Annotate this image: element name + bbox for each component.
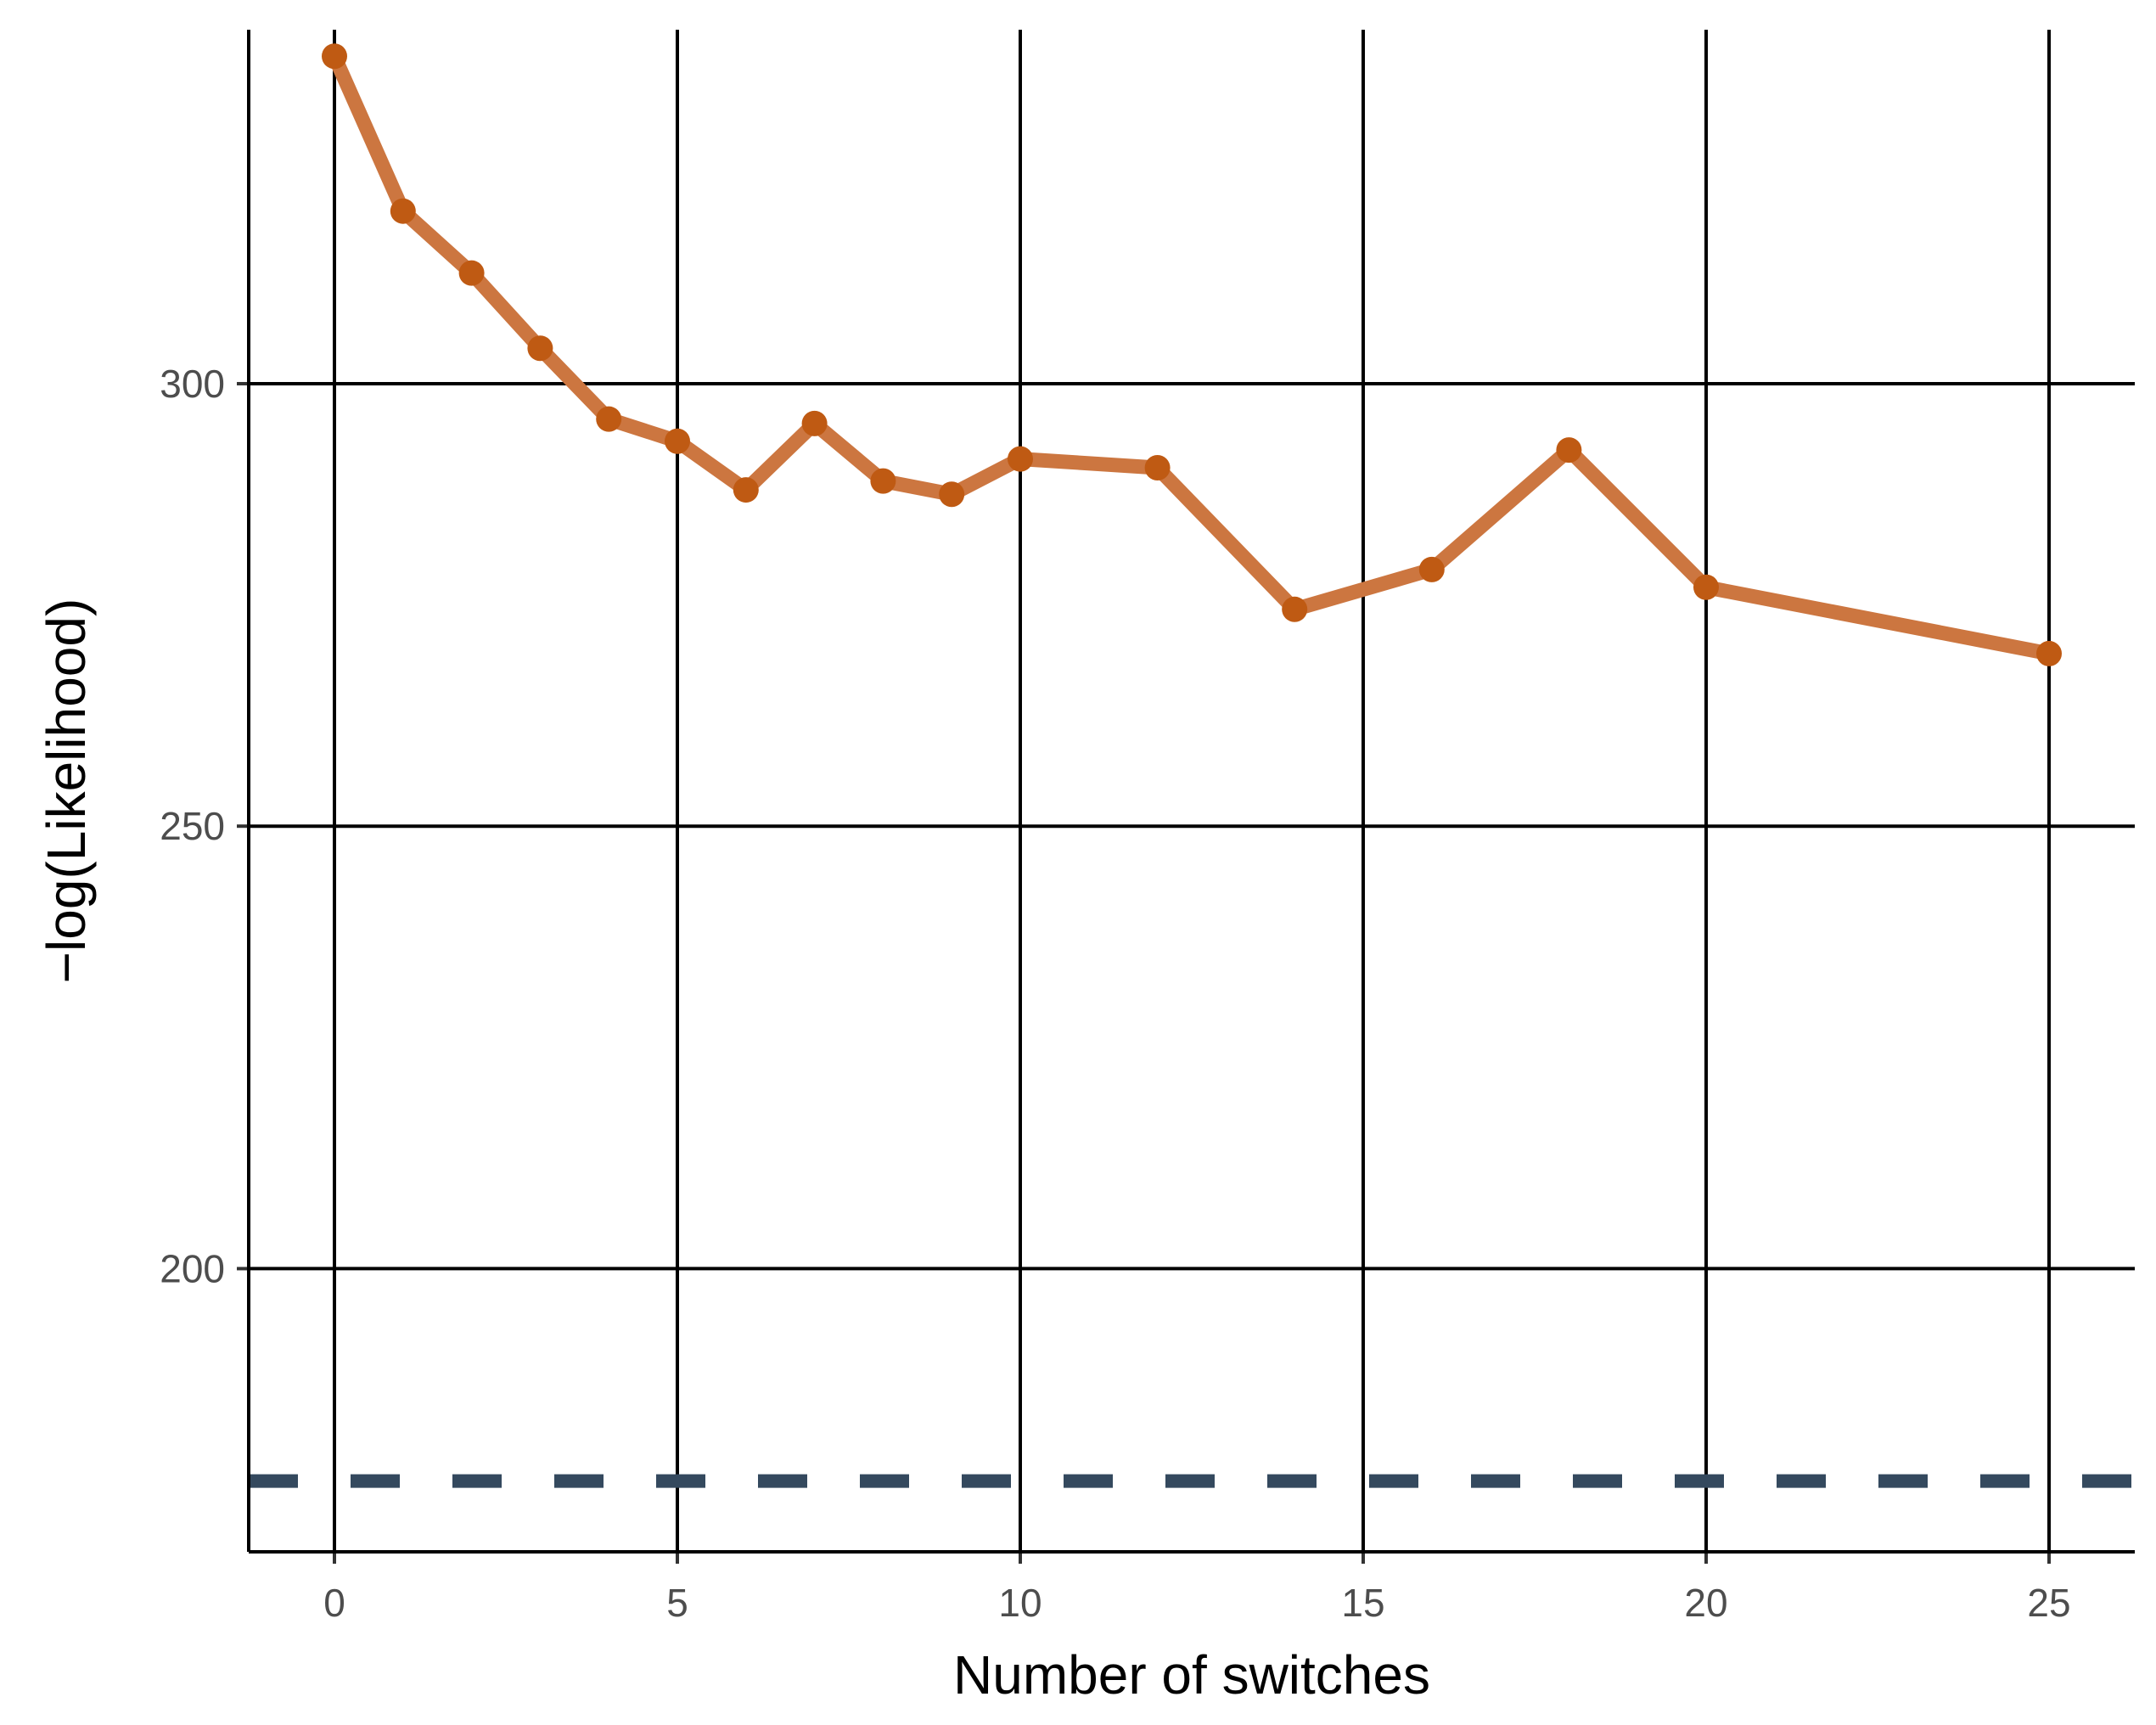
y-tick-label: 300: [160, 362, 225, 406]
y-axis-title: −log(Likelihood): [36, 598, 97, 984]
data-point: [1418, 556, 1445, 582]
data-point: [1556, 437, 1582, 464]
tick-labels: 0 5 10 15 20 25 200 250 300: [160, 362, 2070, 1625]
x-tick-label: 15: [1341, 1581, 1384, 1625]
axes: [237, 30, 2135, 1564]
x-tick-label: 25: [2027, 1581, 2070, 1625]
y-tick-label: 200: [160, 1246, 225, 1290]
data-point: [596, 406, 622, 432]
data-point: [733, 477, 759, 503]
data-point: [1144, 455, 1171, 481]
data-point: [390, 198, 416, 224]
series-line: [327, 48, 2057, 661]
grid-lines: [249, 30, 2135, 1552]
data-point: [1693, 574, 1719, 600]
data-point: [527, 335, 553, 362]
data-point: [458, 260, 485, 286]
data-point: [2036, 640, 2062, 666]
data-point: [1282, 596, 1308, 622]
y-tick-label: 250: [160, 804, 225, 848]
data-point: [1008, 446, 1033, 472]
data-point: [801, 410, 828, 436]
series-group: [322, 43, 2062, 666]
data-point: [870, 468, 896, 494]
data-point: [322, 43, 347, 70]
x-tick-label: 10: [998, 1581, 1042, 1625]
x-tick-label: 5: [666, 1581, 688, 1625]
x-tick-label: 0: [323, 1581, 345, 1625]
data-point: [939, 481, 965, 508]
data-point: [665, 428, 690, 454]
x-axis-title: Number of switches: [953, 1644, 1430, 1705]
x-tick-label: 20: [1684, 1581, 1727, 1625]
